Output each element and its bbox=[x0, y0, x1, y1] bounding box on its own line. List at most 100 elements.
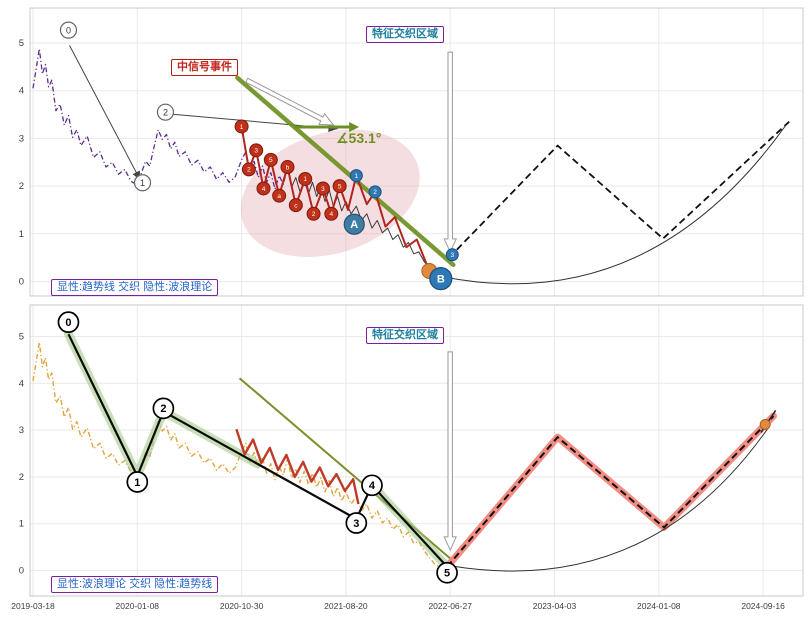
x-tick-label: 2020-10-30 bbox=[220, 601, 264, 611]
label-angle-value: ∡53.1° bbox=[336, 130, 382, 146]
wave-circle-top-label: 0 bbox=[66, 25, 71, 35]
price-line-orange bbox=[32, 341, 441, 568]
red-wave-marker-label: 1 bbox=[303, 176, 307, 183]
red-wave-marker bbox=[249, 143, 264, 158]
red-subwave-line-bottom bbox=[235, 428, 360, 505]
label-legend-bottom: 显性:波浪理论 交织 隐性:趋势线 bbox=[51, 576, 219, 593]
wave-circle-bottom-label: 1 bbox=[134, 477, 140, 489]
red-wave-marker bbox=[256, 181, 271, 196]
wave-circle-bottom-label: 0 bbox=[65, 317, 71, 329]
wave-circle-bottom bbox=[436, 561, 458, 584]
wave-circle-bottom-label: 4 bbox=[369, 480, 376, 492]
red-wave-marker-label: c bbox=[294, 202, 298, 209]
wave-circle-top-label: 2 bbox=[163, 107, 168, 117]
label-feature-zone-top: 特征交织区域 bbox=[366, 26, 444, 43]
wave-circle-top bbox=[133, 174, 152, 192]
projection-dashed-line bbox=[448, 121, 790, 259]
red-wave-marker bbox=[324, 206, 339, 221]
marker-A bbox=[343, 213, 365, 235]
thin-trendline bbox=[69, 45, 141, 181]
x-tick-label: 2021-08-20 bbox=[324, 601, 368, 611]
end-orange-dot bbox=[759, 418, 771, 430]
marker-A-label: A bbox=[350, 219, 358, 231]
red-wave-marker-label: b bbox=[286, 164, 290, 171]
marker-B bbox=[429, 267, 453, 291]
red-wave-marker-label: 2 bbox=[312, 211, 316, 218]
red-wave-marker bbox=[306, 206, 321, 221]
y-tick-label: 2 bbox=[19, 181, 24, 192]
red-wave-marker bbox=[298, 171, 313, 186]
recovery-line-pink bbox=[443, 412, 777, 571]
feature-zone-arrow-top bbox=[443, 51, 457, 254]
red-wave-marker bbox=[263, 152, 278, 167]
wave-circle-top bbox=[59, 21, 78, 39]
y-tick-label: 0 bbox=[19, 277, 24, 288]
arc-curve bbox=[442, 124, 787, 285]
price-line-purple bbox=[32, 48, 293, 190]
red-wave-marker-label: 4 bbox=[262, 186, 266, 193]
y-tick-label: 2 bbox=[19, 472, 24, 483]
recovery-line-dashed bbox=[446, 415, 775, 568]
red-wave-marker-label: 4 bbox=[329, 211, 333, 218]
red-wave-marker bbox=[272, 188, 287, 203]
y-tick-label: 5 bbox=[19, 332, 24, 343]
blue-wave-marker-label: 3 bbox=[450, 252, 454, 259]
plot-border bbox=[29, 304, 804, 597]
y-tick-label: 3 bbox=[19, 425, 24, 436]
green-angle-arrowhead bbox=[349, 122, 360, 132]
label-legend-top: 显性:趋势线 交织 隐性:波浪理论 bbox=[51, 279, 219, 296]
red-wave-marker-label: a bbox=[277, 193, 281, 200]
wave-circle-top bbox=[156, 103, 175, 121]
red-wave-marker bbox=[332, 179, 347, 194]
blue-wave-marker-label: 2 bbox=[373, 189, 377, 196]
y-tick-label: 1 bbox=[19, 229, 24, 240]
y-tick-label: 5 bbox=[19, 38, 24, 49]
x-tick-label: 2019-03-18 bbox=[11, 601, 55, 611]
wave-circle-bottom bbox=[345, 512, 368, 534]
red-wave-marker-label: 5 bbox=[338, 183, 342, 190]
wave-circle-bottom bbox=[57, 311, 80, 334]
wave-circle-bottom bbox=[126, 471, 149, 493]
plot-border bbox=[29, 7, 804, 297]
wave-circle-top-label: 1 bbox=[140, 178, 145, 188]
red-wave-marker bbox=[288, 198, 303, 213]
wave-circle-bottom bbox=[361, 474, 383, 497]
wave-circle-bottom-label: 5 bbox=[444, 568, 450, 580]
wave-circle-bottom-label: 2 bbox=[160, 403, 166, 415]
red-wave-marker bbox=[280, 160, 295, 175]
arc-curve-bottom bbox=[450, 427, 769, 572]
y-tick-label: 0 bbox=[19, 566, 24, 577]
signal-event-arrow bbox=[245, 77, 335, 126]
blue-wave-marker-label: 1 bbox=[355, 173, 359, 180]
x-tick-label: 2024-09-16 bbox=[741, 601, 785, 611]
wave-circle-bottom-label: 3 bbox=[353, 518, 359, 530]
red-wave-marker-label: 3 bbox=[254, 148, 258, 155]
y-tick-label: 3 bbox=[19, 133, 24, 144]
blue-wave-marker bbox=[368, 185, 382, 199]
green-trendline bbox=[235, 75, 456, 268]
label-signal-event: 中信号事件 bbox=[171, 59, 238, 76]
x-tick-label: 2022-06-27 bbox=[428, 601, 472, 611]
red-wave-marker-label: 1 bbox=[240, 124, 244, 131]
elliott-wave-line bbox=[67, 333, 448, 568]
feature-zone-arrow-bottom bbox=[443, 351, 457, 552]
red-wave-marker-label: 5 bbox=[269, 157, 273, 164]
y-tick-label: 4 bbox=[19, 86, 24, 97]
wave-circle-bottom bbox=[152, 397, 175, 420]
x-tick-label: 2023-04-03 bbox=[533, 601, 577, 611]
red-wave-marker bbox=[234, 119, 249, 134]
y-tick-label: 4 bbox=[19, 378, 24, 389]
red-wave-marker-label: 2 bbox=[247, 167, 251, 174]
label-feature-zone-bottom: 特征交织区域 bbox=[366, 327, 444, 344]
x-tick-label: 2020-01-08 bbox=[116, 601, 160, 611]
blue-wave-marker bbox=[349, 169, 363, 183]
red-wave-marker-label: 3 bbox=[321, 186, 325, 193]
price-line-tail bbox=[287, 167, 441, 279]
marker-B-label: B bbox=[437, 273, 445, 285]
blue-wave-marker bbox=[445, 248, 459, 262]
red-wave-marker bbox=[241, 162, 256, 177]
y-tick-label: 1 bbox=[19, 519, 24, 530]
red-wave-marker bbox=[315, 181, 330, 196]
